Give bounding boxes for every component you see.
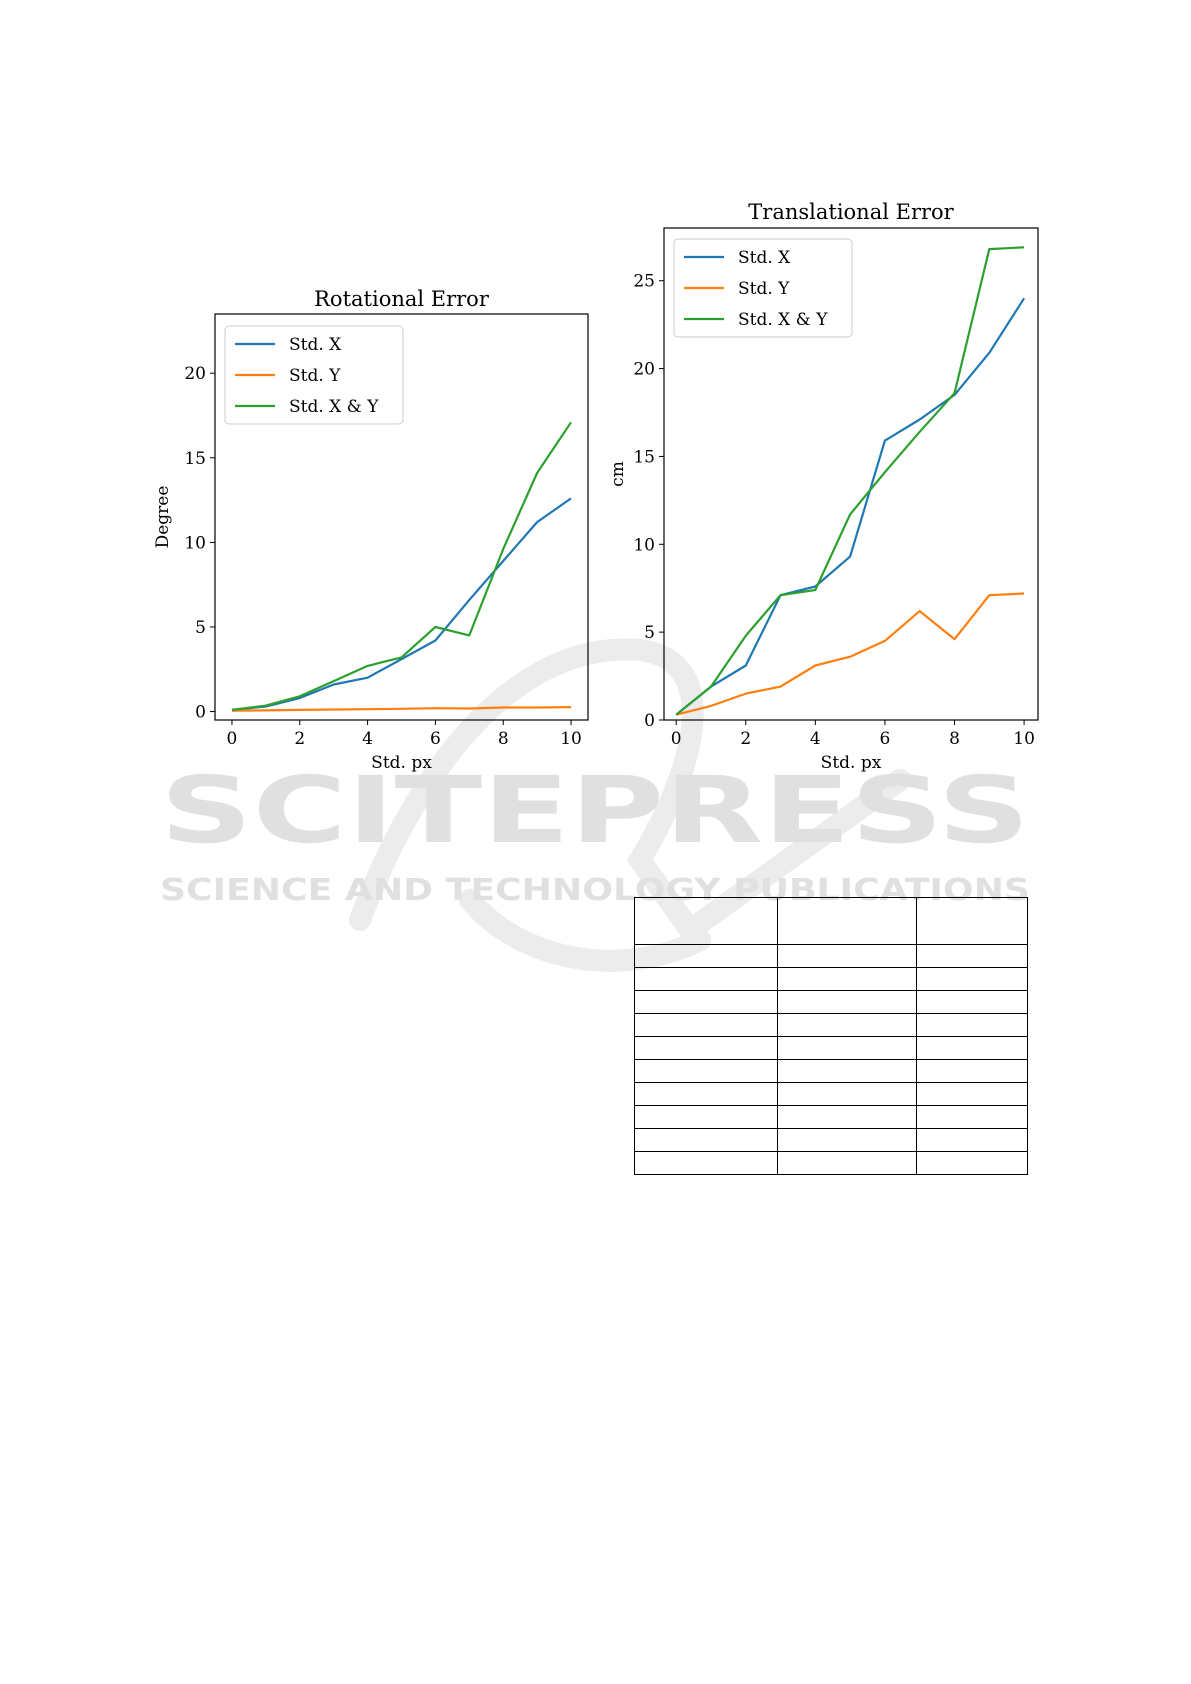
table-cell [634, 967, 778, 991]
watermark-word: SCITEPRESS [160, 757, 1030, 864]
table-row [634, 1013, 1028, 1037]
table-cell [634, 1059, 778, 1083]
table-cell [916, 1151, 1028, 1175]
legend-label-std-x-y: Std. X & Y [738, 310, 828, 330]
table-row [634, 1036, 1028, 1060]
x-tick-label: 4 [810, 729, 821, 749]
table-cell [916, 990, 1028, 1014]
x-tick-label: 4 [362, 729, 373, 749]
table-cell [634, 990, 778, 1014]
table-cell [776, 897, 918, 945]
legend-label-std-y: Std. Y [289, 366, 341, 386]
empty-table [634, 897, 1028, 1175]
table-cell [776, 1036, 918, 1060]
legend-box [224, 325, 404, 425]
table-row [634, 944, 1028, 968]
series-line-std-x-y [231, 421, 572, 711]
table-cell [916, 967, 1028, 991]
table-cell [916, 1082, 1028, 1106]
legend-label-std-x: Std. X [738, 248, 791, 268]
table-cell [776, 1013, 918, 1037]
x-axis-label: Std. px [821, 753, 882, 773]
y-tick-label: 25 [633, 272, 655, 292]
series-line-std-x [231, 497, 572, 711]
table-row [634, 1151, 1028, 1175]
x-tick-label: 2 [294, 729, 305, 749]
y-tick-label: 0 [644, 711, 655, 731]
plot-frame [214, 313, 589, 721]
y-tick-label: 15 [184, 449, 206, 469]
table-cell [776, 967, 918, 991]
legend-label-std-x: Std. X [289, 335, 342, 355]
table-row [634, 967, 1028, 991]
table-cell [634, 1036, 778, 1060]
table-cell [634, 897, 778, 945]
table-cell [634, 1013, 778, 1037]
y-tick-label: 10 [184, 533, 206, 553]
x-tick-label: 10 [560, 729, 582, 749]
table-cell [634, 944, 778, 968]
table-cell [916, 1013, 1028, 1037]
x-axis-label: Std. px [371, 753, 432, 773]
legend-label-std-y: Std. Y [738, 279, 790, 299]
y-axis-label: Degree [153, 486, 173, 549]
y-tick-label: 5 [644, 623, 655, 643]
table-cell [916, 1036, 1028, 1060]
rotational-error-chart: Rotational Error 0 2 4 6 8 10 0 5 10 15 20 Std. px De… [153, 287, 589, 773]
series-line-std-x [675, 297, 1026, 716]
y-tick-label: 20 [184, 364, 206, 384]
table-cell [634, 1082, 778, 1106]
table-cell [776, 1151, 918, 1175]
legend-label-std-x-y: Std. X & Y [289, 397, 379, 417]
x-tick-label: 6 [880, 729, 891, 749]
table-header-row [634, 897, 1028, 945]
series-line-std-x-y [675, 246, 1025, 716]
sciteress-watermark: SCITEPRESS SCIENCE AND TECHNOLOGY PUBLIC… [160, 638, 1030, 972]
table-cell [776, 944, 918, 968]
table-row [634, 1105, 1028, 1129]
x-tick-label: 8 [949, 729, 960, 749]
plot-frame [663, 227, 1039, 721]
table-cell [776, 990, 918, 1014]
chart-title: Translational Error [748, 200, 954, 224]
legend-box [673, 238, 853, 338]
table-row [634, 990, 1028, 1014]
x-tick-label: 10 [1013, 729, 1035, 749]
series-line-std-y [675, 592, 1025, 716]
series-line-std-y [231, 706, 572, 712]
y-tick-label: 0 [195, 703, 206, 723]
table-cell [916, 1128, 1028, 1152]
x-tick-label: 8 [498, 729, 509, 749]
x-tick-label: 2 [740, 729, 751, 749]
chart-title: Rotational Error [314, 287, 490, 311]
x-tick-label: 0 [227, 729, 238, 749]
table-cell [634, 1128, 778, 1152]
table-cell [916, 1105, 1028, 1129]
translational-error-chart: Translational Error 0 2 4 6 8 10 0 5 10 15 20 25 Std.… [608, 200, 1039, 773]
x-tick-label: 0 [671, 729, 682, 749]
y-axis-label: cm [608, 461, 628, 487]
table-cell [776, 1059, 918, 1083]
table-cell [776, 1105, 918, 1129]
table-row [634, 1082, 1028, 1106]
y-tick-label: 5 [195, 618, 206, 638]
y-tick-label: 15 [633, 447, 655, 467]
table-cell [776, 1082, 918, 1106]
table-cell [776, 1128, 918, 1152]
x-tick-label: 6 [430, 729, 441, 749]
y-tick-label: 20 [633, 360, 655, 380]
y-tick-label: 10 [633, 535, 655, 555]
table-cell [916, 1059, 1028, 1083]
table-row [634, 1059, 1028, 1083]
table-cell [634, 1105, 778, 1129]
table-cell [916, 944, 1028, 968]
table-row [634, 1128, 1028, 1152]
table-cell [916, 897, 1028, 945]
table-cell [634, 1151, 778, 1175]
